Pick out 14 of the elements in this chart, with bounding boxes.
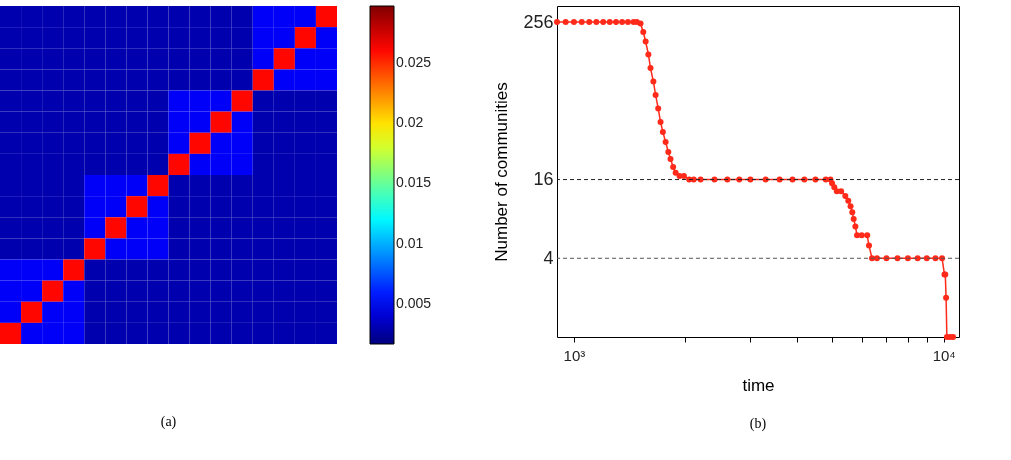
y-tick-label: 256 bbox=[523, 11, 554, 32]
y-tick-label: 4 bbox=[543, 247, 554, 268]
color-bar-label: 0.025 bbox=[396, 53, 432, 70]
color-bar-label: 0.005 bbox=[396, 295, 432, 312]
text: (b) bbox=[749, 416, 767, 432]
color-bar-label: 0.02 bbox=[396, 114, 424, 131]
x-axis-title: time bbox=[742, 375, 775, 395]
y-tick-label: 16 bbox=[533, 169, 554, 190]
x-tick-label: 10⁴ bbox=[932, 346, 956, 364]
x-tick-label: 10³ bbox=[563, 346, 586, 364]
text: (a) bbox=[160, 414, 177, 430]
color-bar-label: 0.01 bbox=[396, 234, 424, 251]
color-bar-label: 0.015 bbox=[396, 174, 432, 191]
y-axis-title: Number of communities bbox=[492, 82, 512, 262]
